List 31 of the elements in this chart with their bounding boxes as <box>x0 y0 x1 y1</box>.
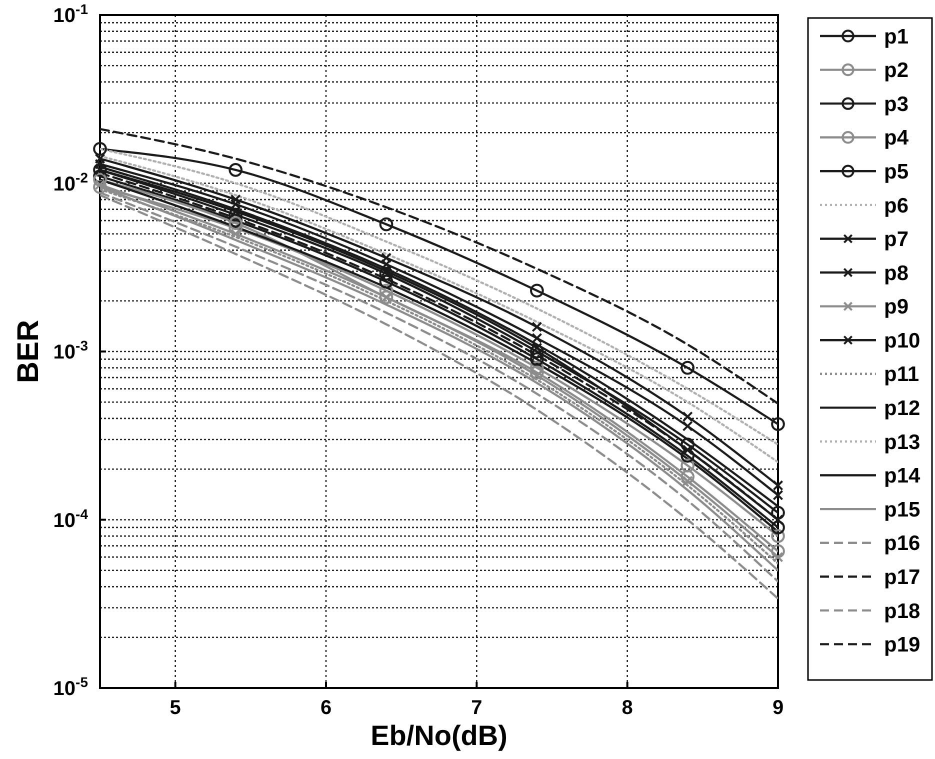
legend-label: p12 <box>884 397 920 420</box>
legend-label: p19 <box>884 634 920 657</box>
x-tick-label: 6 <box>320 697 332 719</box>
x-axis-title: Eb/No(dB) <box>370 720 508 751</box>
legend-label: p16 <box>884 532 920 556</box>
y-tick-label: 10$^{-5}$ <box>53 674 88 700</box>
y-tick-label: 10$^{-2}$ <box>53 169 88 196</box>
x-tick-label: 8 <box>622 697 633 719</box>
legend-label: p18 <box>884 600 921 623</box>
y-tick-label: 10$^{-3}$ <box>53 338 88 364</box>
y-tick-label: 10$^{-4}$ <box>53 506 88 532</box>
y-tick-label: 10$^{-1}$ <box>53 1 88 27</box>
legend-label: p10 <box>884 329 920 352</box>
legend-label: p11 <box>884 363 920 386</box>
legend-label: p2 <box>884 59 909 82</box>
legend-label: p1 <box>884 25 909 48</box>
legend-label: p17 <box>884 566 920 589</box>
legend-label: p6 <box>884 194 909 218</box>
legend-label: p15 <box>884 498 921 522</box>
legend-label: p5 <box>884 160 909 184</box>
legend-label: p13 <box>884 430 920 454</box>
legend-label: p8 <box>884 262 909 285</box>
legend-label: p14 <box>884 464 921 488</box>
legend-label: p3 <box>884 92 909 116</box>
legend-label: p4 <box>884 126 909 150</box>
x-tick-label: 5 <box>170 697 181 719</box>
y-axis-title: BER <box>12 319 45 384</box>
x-tick-label: 7 <box>471 697 482 719</box>
legend-label: p7 <box>884 228 909 252</box>
legend-label: p9 <box>884 296 909 319</box>
x-tick-label: 9 <box>772 697 784 719</box>
